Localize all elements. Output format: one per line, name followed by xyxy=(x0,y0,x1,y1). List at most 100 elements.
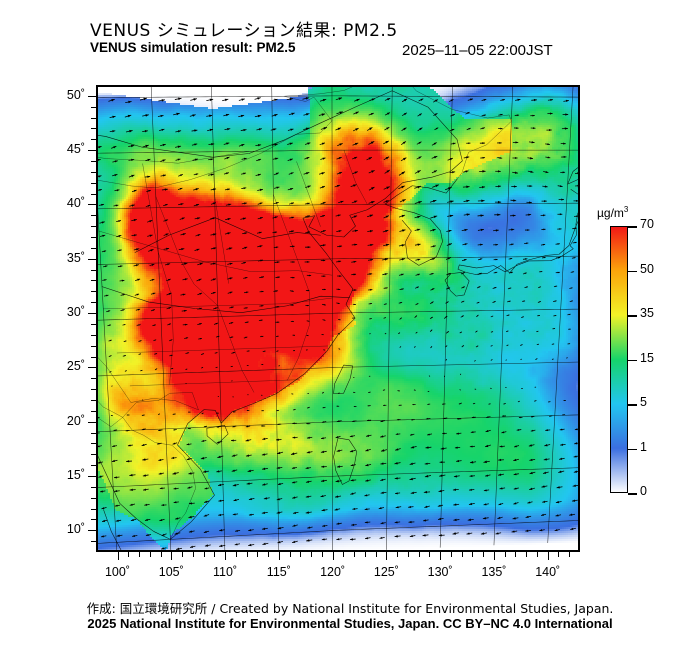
lon-tick xyxy=(268,552,270,557)
lat-label: 45˚ xyxy=(66,142,85,157)
lon-tick xyxy=(461,552,463,557)
title-english: VENUS simulation result: PM2.5 xyxy=(90,40,296,55)
colorbar-tick-label: 0 xyxy=(640,484,647,498)
colorbar-tick-label: 15 xyxy=(640,350,654,365)
lon-tick xyxy=(321,552,323,557)
lat-tick xyxy=(88,475,96,477)
lat-tick xyxy=(91,117,96,119)
colorbar xyxy=(610,226,628,493)
lon-label: 140˚ xyxy=(535,565,561,579)
lat-tick xyxy=(88,367,96,369)
lat-label: 10˚ xyxy=(66,522,85,537)
lat-label: 35˚ xyxy=(66,250,85,265)
lat-label: 30˚ xyxy=(66,305,85,320)
lon-tick xyxy=(300,552,302,557)
lon-tick xyxy=(192,552,194,557)
lon-tick xyxy=(289,552,291,557)
colorbar-tick xyxy=(628,404,637,406)
lat-tick xyxy=(91,269,96,271)
lon-tick xyxy=(182,552,184,557)
lat-tick xyxy=(88,530,96,532)
lon-tick xyxy=(139,552,141,557)
lon-tick xyxy=(429,552,431,557)
lon-label: 105˚ xyxy=(158,565,184,579)
lon-tick xyxy=(397,552,399,557)
lon-label: 115˚ xyxy=(266,565,291,579)
lat-tick xyxy=(91,334,96,336)
lat-tick xyxy=(88,95,96,97)
lon-tick xyxy=(235,552,237,557)
colorbar-tick xyxy=(628,315,637,317)
colorbar-tick-label: 35 xyxy=(640,306,654,320)
lon-label: 110˚ xyxy=(213,565,238,579)
lat-tick xyxy=(91,389,96,391)
lat-tick xyxy=(91,465,96,467)
lat-tick xyxy=(91,247,96,249)
lat-tick xyxy=(91,541,96,543)
lon-tick xyxy=(149,552,151,557)
lon-tick xyxy=(526,552,528,557)
colorbar-tick xyxy=(628,359,637,361)
lon-tick xyxy=(504,552,506,557)
lat-tick xyxy=(91,508,96,510)
lon-tick xyxy=(160,552,162,557)
lon-label: 135˚ xyxy=(481,565,507,579)
lon-tick xyxy=(343,552,345,557)
lon-tick xyxy=(558,552,560,557)
lon-tick xyxy=(117,552,119,560)
lat-tick xyxy=(91,280,96,282)
lat-tick xyxy=(91,378,96,380)
lon-tick xyxy=(225,552,227,560)
lat-tick xyxy=(88,421,96,423)
lat-tick xyxy=(91,128,96,130)
lat-tick xyxy=(91,226,96,228)
lon-tick xyxy=(515,552,517,557)
lat-label: 40˚ xyxy=(66,196,85,211)
lat-tick xyxy=(91,432,96,434)
lat-tick xyxy=(91,454,96,456)
lat-tick xyxy=(91,171,96,173)
lat-tick xyxy=(91,497,96,499)
lon-tick xyxy=(450,552,452,557)
lat-tick xyxy=(88,150,96,152)
lon-tick xyxy=(354,552,356,557)
lon-tick xyxy=(246,552,248,557)
lon-tick xyxy=(128,552,130,557)
lon-tick xyxy=(214,552,216,557)
colorbar-canvas xyxy=(610,226,628,493)
lat-tick xyxy=(91,106,96,108)
lat-tick xyxy=(91,302,96,304)
colorbar-tick-label: 50 xyxy=(640,261,654,276)
lat-tick xyxy=(91,182,96,184)
lon-tick xyxy=(364,552,366,557)
colorbar-tick xyxy=(628,270,637,272)
lat-tick xyxy=(91,410,96,412)
lon-tick xyxy=(332,552,334,560)
lon-tick xyxy=(278,552,280,560)
footer-license: 2025 National Institute for Environmenta… xyxy=(87,616,613,631)
lon-tick xyxy=(203,552,205,557)
lon-label: 100˚ xyxy=(104,565,131,579)
colorbar-tick xyxy=(628,448,637,450)
lon-tick xyxy=(569,552,571,557)
colorbar-tick-label: 70 xyxy=(640,217,654,231)
pm25-map-canvas xyxy=(96,85,580,552)
colorbar-tick-label: 5 xyxy=(640,395,647,409)
lat-label: 25˚ xyxy=(66,359,85,374)
lon-tick xyxy=(407,552,409,557)
lon-label: 125˚ xyxy=(373,565,399,579)
lat-tick xyxy=(91,193,96,195)
lon-tick xyxy=(547,552,549,560)
colorbar-border xyxy=(610,226,628,493)
lon-tick xyxy=(536,552,538,557)
lat-tick xyxy=(91,443,96,445)
lon-tick xyxy=(493,552,495,560)
lat-label: 20˚ xyxy=(66,413,85,428)
colorbar-tick-label: 1 xyxy=(640,439,647,454)
lon-tick xyxy=(418,552,420,557)
lon-label: 130˚ xyxy=(427,565,453,579)
colorbar-unit-label: µg/m3 xyxy=(597,205,629,220)
lat-tick xyxy=(88,204,96,206)
lon-tick xyxy=(472,552,474,557)
lat-tick xyxy=(88,258,96,260)
